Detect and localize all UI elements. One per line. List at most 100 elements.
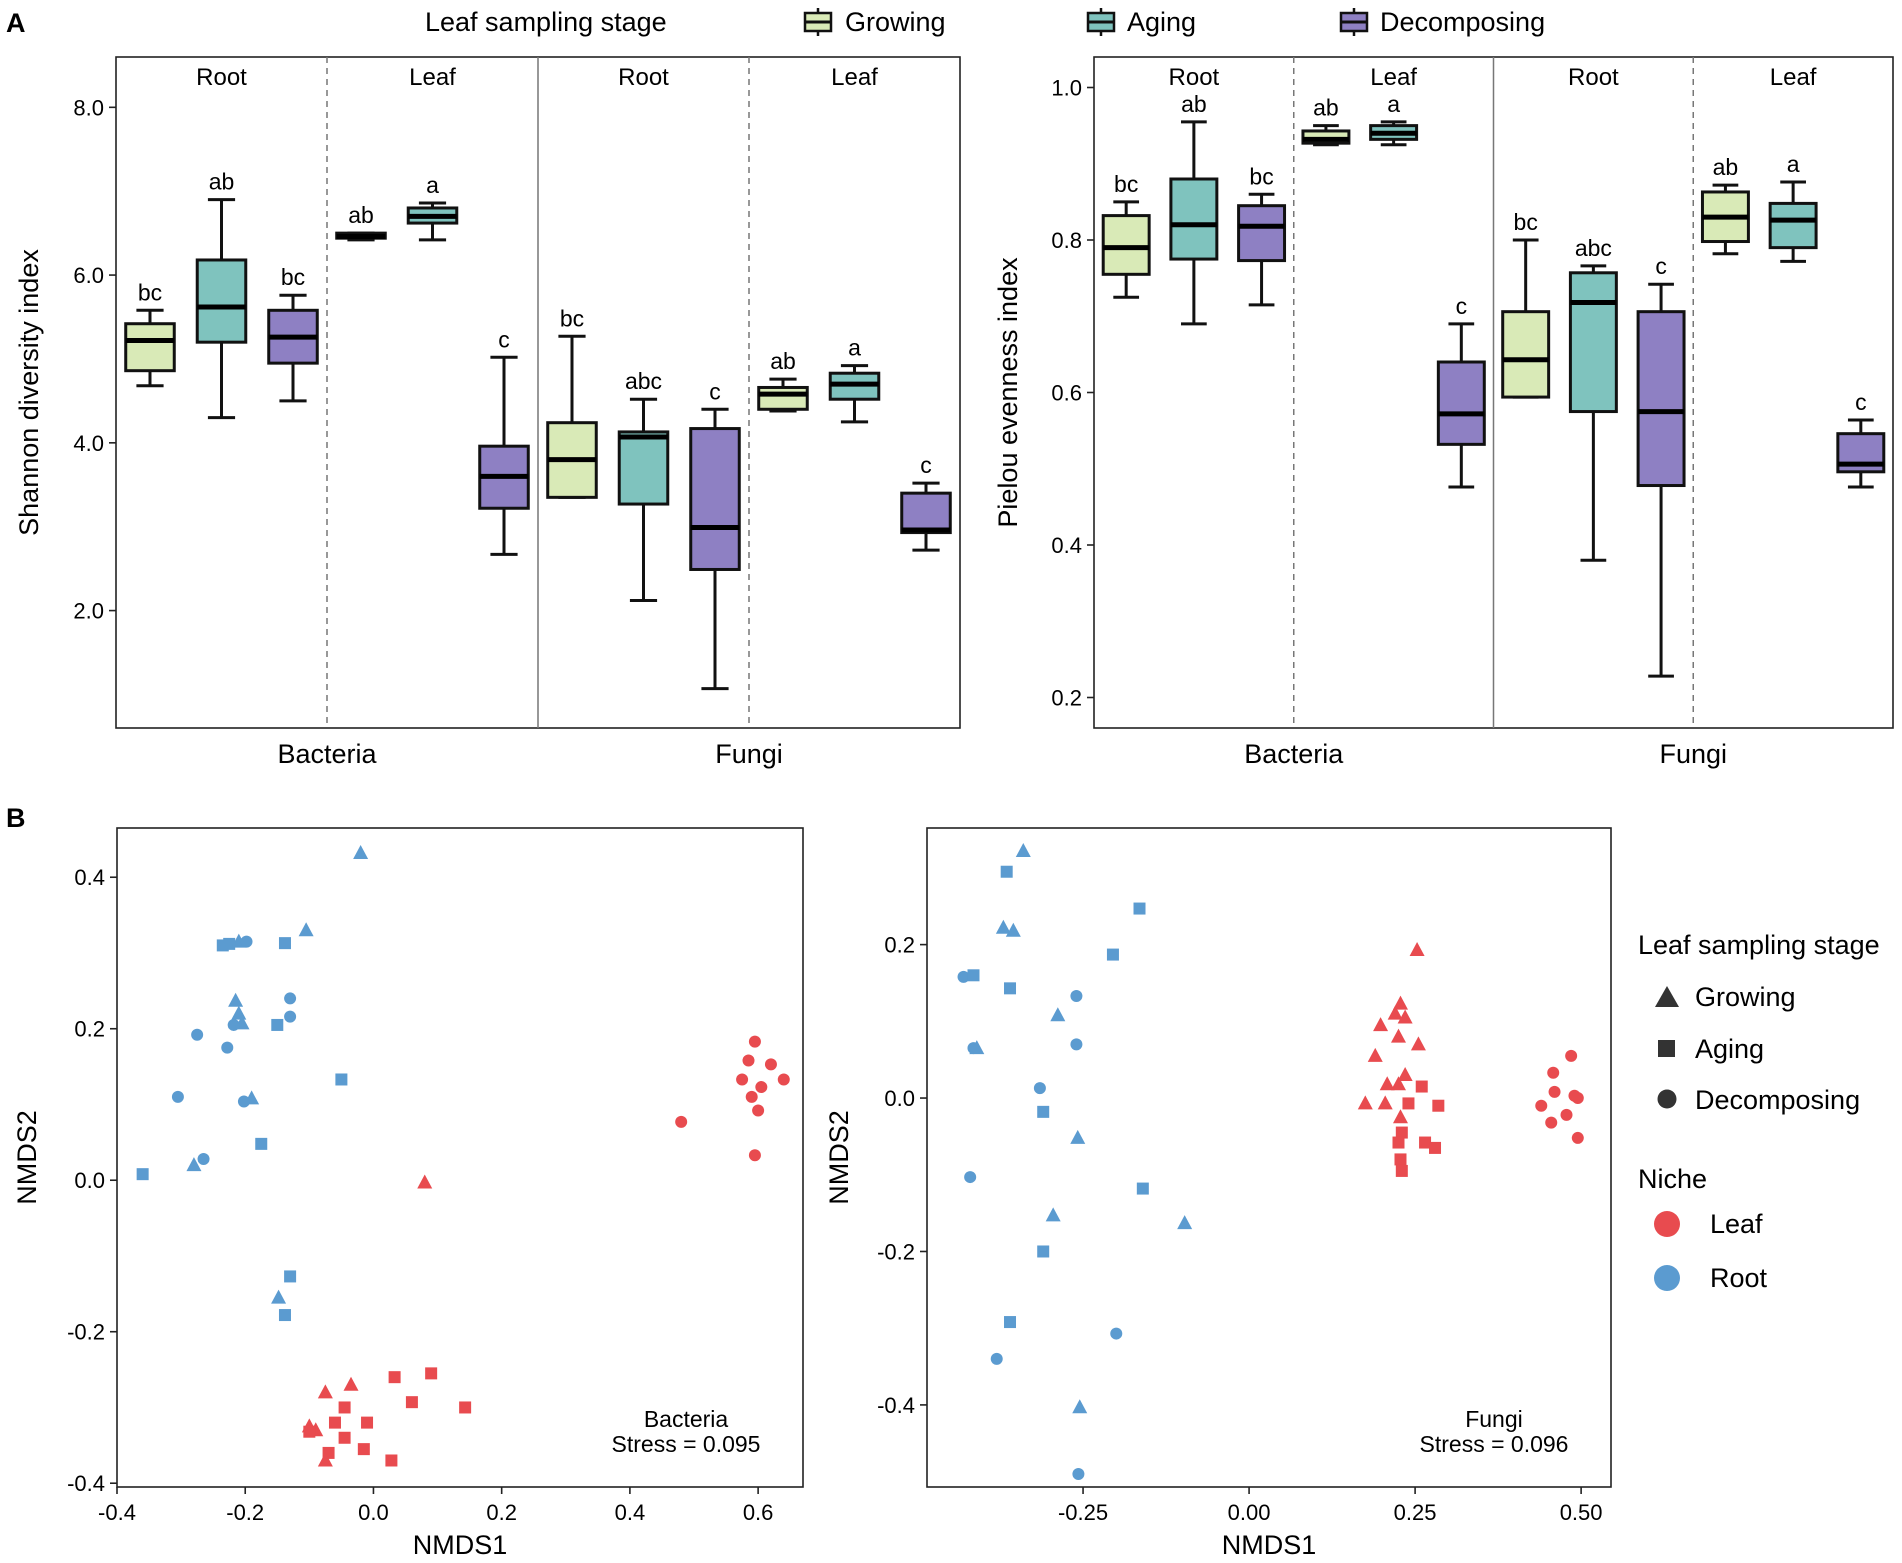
- y-axis-title: NMDS2: [12, 1110, 42, 1205]
- y-tick-label: -0.2: [67, 1320, 105, 1345]
- point-leaf-aging: [1395, 1126, 1408, 1139]
- x-tick-label: 0.6: [743, 1500, 774, 1525]
- annotation-title: Bacteria: [644, 1406, 729, 1432]
- point-root-aging: [278, 1309, 291, 1322]
- x-tick-label: 0.50: [1560, 1500, 1603, 1525]
- point-leaf-decomposing: [1565, 1049, 1578, 1062]
- point-leaf-aging: [357, 1443, 370, 1456]
- box-root-stage-2: c: [689, 378, 741, 691]
- point-leaf-aging: [1394, 1153, 1407, 1166]
- point-leaf-aging: [385, 1454, 398, 1467]
- top-legend-aging: Aging: [1086, 7, 1196, 37]
- box-body: [1568, 271, 1618, 414]
- box-body: [1501, 310, 1551, 399]
- box-root-stage-1: ab: [195, 169, 248, 420]
- point-root-aging: [255, 1137, 268, 1150]
- box-body: [757, 385, 809, 411]
- box-root-stage-0: bc: [546, 305, 598, 499]
- y-tick-label: 1.0: [1051, 76, 1082, 101]
- significance-letter: c: [1855, 389, 1867, 415]
- point-root-aging: [1004, 1316, 1017, 1329]
- point-leaf-decomposing: [748, 1035, 761, 1048]
- point-leaf-aging: [405, 1396, 418, 1409]
- panel-a-labels: A B: [6, 8, 26, 833]
- y-tick-label: 0.4: [1051, 533, 1082, 558]
- facet-label-leaf: Leaf: [1770, 64, 1817, 91]
- y-tick-label: 0.2: [884, 933, 915, 958]
- point-root-decomposing: [1070, 1038, 1083, 1051]
- point-root-growing: [186, 1157, 202, 1172]
- point-leaf-growing: [1392, 1109, 1408, 1124]
- point-leaf-decomposing: [1547, 1066, 1560, 1079]
- point-root-growing: [228, 992, 244, 1007]
- significance-letter: ab: [1181, 91, 1207, 117]
- point-leaf-growing: [1410, 1036, 1426, 1051]
- box-leaf-stage-0: ab: [757, 348, 809, 413]
- y-tick-label: 0.0: [884, 1086, 915, 1111]
- point-leaf-growing: [317, 1452, 333, 1467]
- point-root-decomposing: [221, 1041, 234, 1054]
- point-leaf-growing: [1377, 1095, 1393, 1110]
- point-leaf-decomposing: [764, 1058, 777, 1071]
- facet-label-root: Root: [1169, 64, 1220, 91]
- panel-label-a: A: [6, 8, 26, 38]
- x-tick-label: 0.0: [358, 1500, 389, 1525]
- point-leaf-growing: [1357, 1095, 1373, 1110]
- box-leaf-stage-2: c: [478, 326, 530, 556]
- box-body: [1101, 214, 1151, 276]
- point-leaf-growing: [1367, 1047, 1383, 1062]
- significance-letter: bc: [1514, 209, 1538, 235]
- point-leaf-growing: [1392, 995, 1408, 1010]
- x-tick-label: 0.4: [615, 1500, 646, 1525]
- annotation-stress: Stress = 0.095: [612, 1431, 761, 1457]
- top-legend-growing: Growing: [803, 7, 946, 37]
- point-root-decomposing: [1072, 1467, 1085, 1480]
- point-leaf-decomposing: [1571, 1131, 1584, 1144]
- plot-frame: [116, 827, 804, 1488]
- point-leaf-decomposing: [745, 1090, 758, 1103]
- box-leaf-stage-0: ab: [335, 202, 387, 242]
- right-legend: Leaf sampling stage Growing Aging Decomp…: [1638, 930, 1880, 1293]
- point-leaf-aging: [1415, 1080, 1428, 1093]
- significance-letter: ab: [209, 169, 235, 195]
- box-leaf-stage-2: c: [900, 452, 952, 552]
- point-root-aging: [284, 1270, 297, 1283]
- right-legend-niche-title: Niche: [1638, 1164, 1707, 1194]
- point-root-growing: [1005, 922, 1021, 937]
- box-leaf-stage-1: a: [1369, 91, 1419, 147]
- point-root-aging: [1133, 902, 1146, 915]
- point-leaf-aging: [1419, 1136, 1432, 1149]
- circle-legend-icon: [1657, 1089, 1677, 1109]
- significance-letter: abc: [1575, 235, 1612, 261]
- point-leaf-growing: [343, 1376, 359, 1391]
- point-leaf-aging: [425, 1367, 438, 1380]
- point-root-decomposing: [237, 1095, 250, 1108]
- top-legend-decomposing-label: Decomposing: [1380, 7, 1545, 37]
- box-body: [1768, 201, 1818, 250]
- point-leaf-aging: [303, 1425, 316, 1438]
- significance-letter: c: [920, 452, 932, 478]
- point-root-growing: [1070, 1129, 1086, 1144]
- point-leaf-decomposing: [675, 1115, 688, 1128]
- point-leaf-decomposing: [1548, 1085, 1561, 1098]
- point-leaf-aging: [1402, 1097, 1415, 1110]
- point-root-decomposing: [990, 1352, 1003, 1365]
- significance-letter: a: [1387, 91, 1400, 117]
- x-axis-title: NMDS1: [1222, 1530, 1317, 1560]
- point-root-decomposing: [284, 1010, 297, 1023]
- point-root-aging: [1000, 865, 1013, 878]
- point-leaf-aging: [361, 1416, 374, 1429]
- y-tick-label: 6.0: [73, 263, 104, 288]
- x-axis-title: NMDS1: [413, 1530, 508, 1560]
- y-tick-label: -0.4: [877, 1393, 915, 1418]
- significance-letter: ab: [770, 348, 796, 374]
- right-legend-aging-label: Aging: [1695, 1034, 1764, 1064]
- annotation-stress: Stress = 0.096: [1420, 1431, 1569, 1457]
- point-leaf-growing: [1379, 1076, 1395, 1091]
- point-root-aging: [1037, 1105, 1050, 1118]
- decomposing-legend-key: [1339, 8, 1369, 36]
- point-leaf-growing: [417, 1174, 433, 1189]
- box-root-stage-1: abc: [617, 368, 670, 603]
- top-legend: Leaf sampling stage Growing Aging Decomp…: [425, 7, 1545, 37]
